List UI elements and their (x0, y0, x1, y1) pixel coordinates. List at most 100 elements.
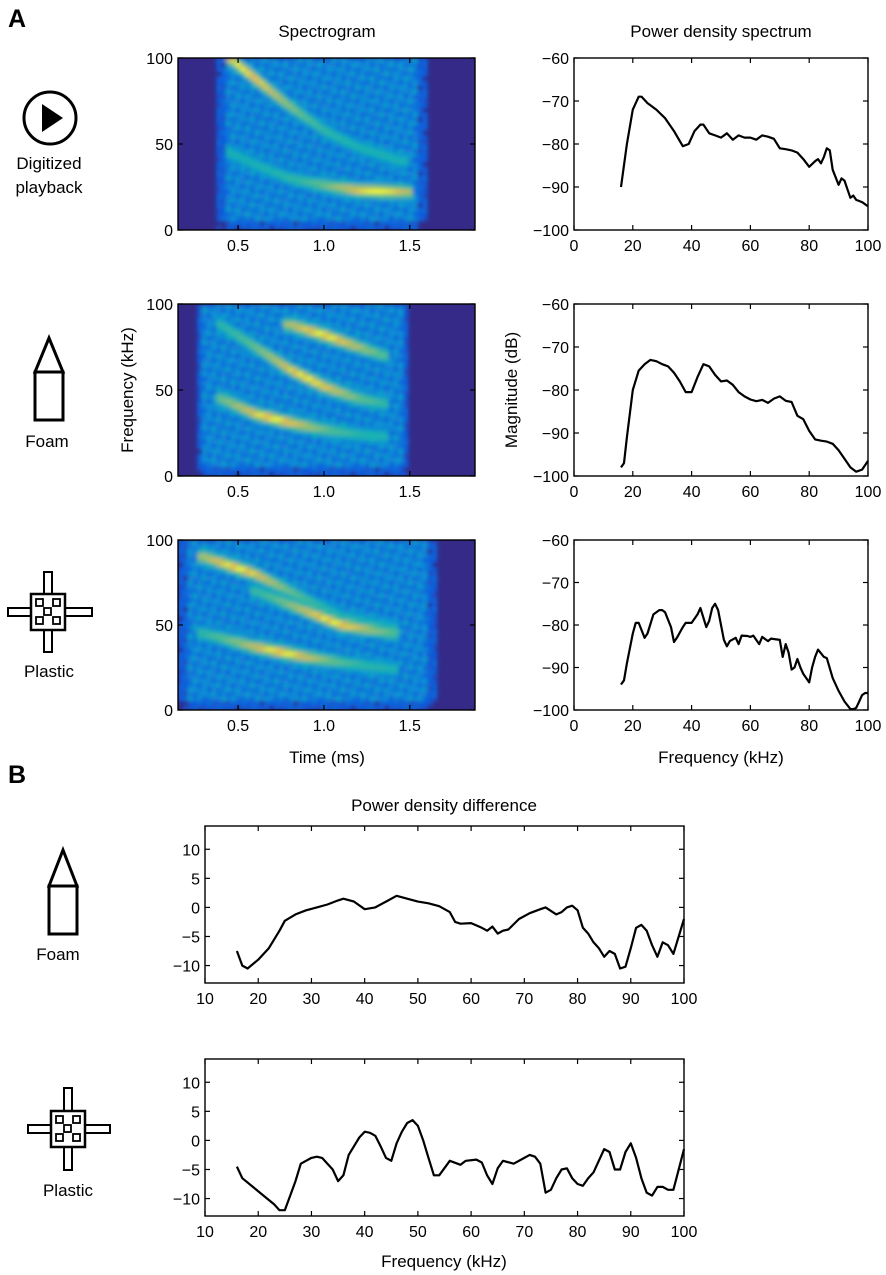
heatmap-cell (417, 189, 423, 195)
heatmap-cell (374, 85, 380, 91)
heatmap-cell (388, 430, 395, 436)
heatmap-cell (312, 358, 318, 364)
heatmap-cell (364, 548, 371, 555)
heatmap-cell (316, 76, 323, 82)
heatmap-cell (273, 620, 280, 626)
heatmap-cell (225, 394, 232, 400)
heatmap-cell (307, 157, 313, 163)
heatmap-cell (355, 148, 361, 154)
heatmap-cell (240, 625, 246, 631)
heatmap-cell (297, 705, 304, 710)
heatmap-cell (326, 408, 332, 414)
heatmap-cell (240, 331, 246, 337)
heatmap-cell (225, 107, 232, 113)
heatmap-cell (403, 94, 409, 100)
heatmap-cell (340, 633, 347, 640)
heatmap-cell (369, 674, 375, 680)
heatmap-cell (245, 394, 251, 400)
heatmap-cell (350, 371, 356, 378)
heatmap-cell (225, 322, 232, 328)
heatmap-cell (302, 322, 308, 328)
heatmap-cell (312, 651, 318, 657)
heatmap-cell (264, 647, 270, 653)
heatmap-cell (288, 180, 294, 186)
heatmap-cell (288, 71, 294, 77)
heatmap-cell (331, 439, 337, 445)
heatmap-cell (288, 687, 294, 693)
heatmap-cell (312, 304, 318, 310)
heatmap-cell (288, 633, 294, 640)
heatmap-cell (393, 344, 399, 350)
heatmap-cell (245, 344, 251, 350)
heatmap-cell (197, 426, 203, 432)
heatmap-cell (249, 687, 256, 693)
heatmap-cell (225, 116, 232, 122)
heatmap-cell (364, 139, 371, 145)
heatmap-cell (369, 94, 375, 100)
heatmap-cell (326, 687, 332, 693)
heatmap-cell (197, 660, 203, 666)
heatmap-cell (412, 180, 419, 186)
heatmap-cell (197, 557, 203, 563)
heatmap-cell (201, 376, 208, 382)
heatmap-cell (393, 317, 399, 323)
heatmap-cell (254, 669, 261, 675)
panel-letter-a: A (8, 5, 26, 33)
heatmap-cell (393, 225, 399, 230)
heatmap-cell (331, 67, 337, 73)
heatmap-cell (364, 705, 371, 710)
heatmap-cell (412, 157, 419, 163)
heatmap-cell (197, 308, 203, 314)
heatmap-cell (383, 98, 390, 104)
heatmap-cell (316, 216, 323, 222)
heatmap-cell (355, 349, 361, 355)
plastic-label: Plastic (24, 662, 75, 681)
heatmap-cell (393, 71, 399, 77)
heatmap-cell (264, 656, 270, 662)
heatmap-cell (374, 340, 380, 346)
heatmap-cell (288, 593, 294, 599)
heatmap-cell (245, 620, 251, 626)
heatmap-cell (403, 439, 409, 445)
heatmap-cell (307, 322, 313, 328)
heatmap-cell (350, 674, 356, 680)
heatmap-cell (197, 678, 203, 684)
heatmap-cell (340, 367, 347, 373)
heatmap-cell (245, 390, 251, 396)
heatmap-cell (345, 353, 352, 359)
heatmap-cell (249, 166, 256, 172)
heatmap-cell (235, 633, 241, 640)
heatmap-cell (355, 674, 361, 680)
heatmap-cell (216, 85, 222, 91)
heatmap-cell (225, 656, 232, 662)
heatmap-cell (403, 390, 409, 396)
heatmap-cell (254, 58, 261, 64)
heatmap-cell (211, 335, 217, 341)
heatmap-cell (240, 107, 246, 113)
heatmap-cell (264, 602, 270, 608)
heatmap-cell (316, 304, 323, 310)
heatmap-cell (225, 180, 232, 186)
heatmap-cell (345, 399, 352, 405)
heatmap-cell (249, 394, 256, 400)
heatmap-cell (388, 412, 395, 418)
heatmap-cell (264, 593, 270, 599)
heatmap-cell (192, 683, 198, 689)
heatmap-cell (312, 620, 318, 626)
heatmap-cell (331, 116, 337, 122)
heatmap-cell (206, 692, 213, 698)
heatmap-cell (355, 76, 361, 82)
heatmap-cell (269, 317, 275, 323)
heatmap-cell (254, 198, 261, 204)
heatmap-cell (312, 116, 318, 122)
heatmap-cell (417, 103, 423, 109)
heatmap-cell (321, 362, 328, 368)
heatmap-cell (230, 651, 237, 657)
heatmap-cell (292, 371, 299, 378)
heatmap-cell (240, 322, 246, 328)
heatmap-cell (374, 71, 380, 77)
heatmap-cell (331, 390, 337, 396)
heatmap-cell (273, 593, 280, 599)
heatmap-cell (254, 417, 261, 423)
heatmap-cell (374, 602, 380, 608)
